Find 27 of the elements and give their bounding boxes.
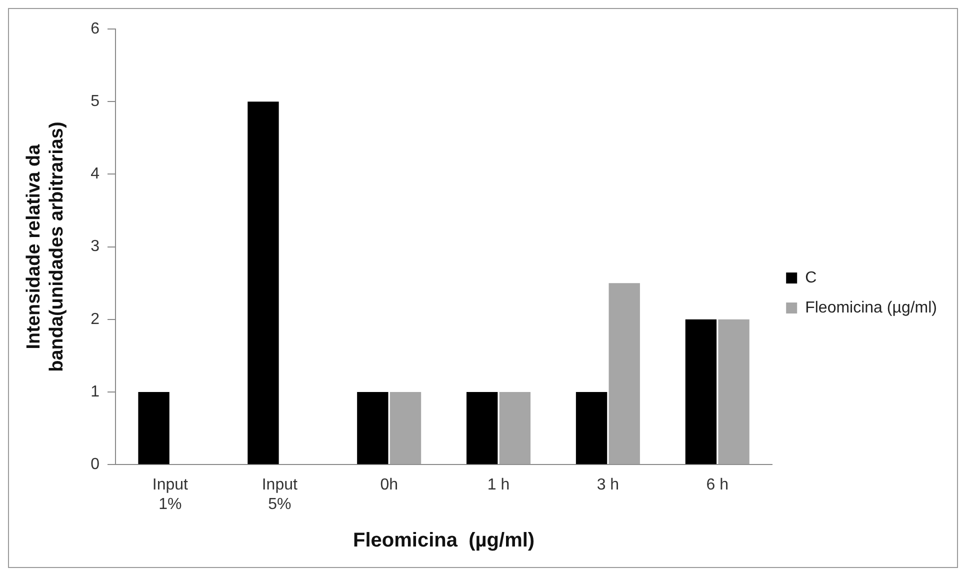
x-axis-title: Fleomicina (µg/ml) xyxy=(353,530,535,552)
bar xyxy=(248,102,279,464)
x-tick-label: 6 h xyxy=(706,476,729,494)
bar xyxy=(685,319,717,464)
y-tick-label: 4 xyxy=(90,166,100,183)
x-tick-label: Input 1% xyxy=(152,476,189,513)
y-tick-label: 3 xyxy=(90,238,100,256)
bar xyxy=(718,319,750,464)
bar xyxy=(357,392,388,464)
y-tick-label: 6 xyxy=(90,20,100,38)
y-tick-label: 2 xyxy=(90,310,100,328)
x-tick-label: Input 5% xyxy=(262,476,298,513)
bar xyxy=(390,392,422,464)
bar xyxy=(499,392,531,464)
bar xyxy=(576,392,608,464)
legend-label: Fleomicina (µg/ml) xyxy=(805,299,937,316)
y-tick-label: 1 xyxy=(90,383,100,400)
y-tick-label: 0 xyxy=(90,456,100,474)
bar xyxy=(466,392,498,464)
x-tick-label: 3 h xyxy=(596,476,620,494)
y-axis-title: Intensidade relativa da banda(unidades arbitrarias) xyxy=(24,122,68,372)
bar xyxy=(608,283,640,464)
x-tick-label: 1 h xyxy=(487,476,510,494)
y-tick-label: 5 xyxy=(90,93,100,110)
bar xyxy=(138,392,170,464)
legend-label: C xyxy=(805,269,817,286)
x-tick-label: 0h xyxy=(380,476,398,494)
